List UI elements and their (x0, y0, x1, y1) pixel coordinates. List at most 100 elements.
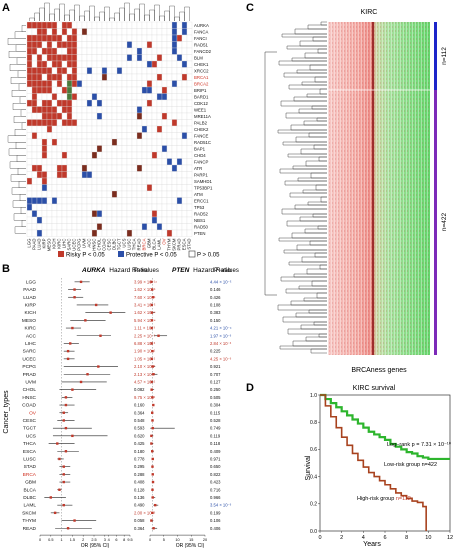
forest-cancer-label: LIHC (25, 341, 36, 347)
heatmap-cell (186, 190, 193, 198)
heatmap-cell (26, 151, 33, 159)
heatmap-cell (121, 164, 128, 172)
heatmap-cell (81, 223, 88, 231)
heatmap-cell (136, 158, 143, 166)
heatmap-cell (136, 138, 143, 146)
heatmap-cell (51, 177, 58, 185)
heatmap-cell (101, 21, 108, 29)
left-pvalue: 0.160 (134, 403, 145, 408)
heatmap-cell (41, 151, 48, 159)
heatmap-cell (141, 28, 148, 36)
heatmap-cell (166, 54, 173, 62)
heatmap-cell (31, 229, 38, 237)
heatmap-cell (81, 164, 88, 172)
column-cancer-label: LUAD (37, 239, 42, 250)
heatmap-cell (46, 190, 53, 198)
heatmap-cell (106, 28, 113, 36)
heatmap-cell (91, 28, 98, 36)
heatmap-cell (116, 99, 123, 107)
right-forest-title: PTEN Hazard Ratio (172, 267, 231, 274)
heatmap-cell (151, 184, 158, 192)
heatmap-cell (96, 164, 103, 172)
heatmap-cell (141, 73, 148, 81)
heatmap-cell (46, 34, 53, 42)
heatmap-cell (136, 41, 143, 49)
heatmap-cell (146, 34, 153, 42)
hr-point (150, 342, 153, 345)
x-tick-label: 12 (447, 535, 453, 541)
heatmap-cell (186, 106, 193, 114)
left-pvalue: 1.90 × 10⁻² (134, 349, 156, 354)
right-pvalue: 1.97 × 10⁻³ (210, 333, 232, 338)
heatmap-cell (131, 151, 138, 159)
heatmap-cell (86, 67, 93, 75)
heatmap-cell (161, 86, 168, 94)
heatmap-cell (111, 28, 118, 36)
heatmap-cell (176, 190, 183, 198)
heatmap-cell (86, 132, 93, 140)
right-pvalue: 0.966 (210, 495, 221, 500)
right-pvalue: 0.106 (210, 518, 221, 523)
heatmap-cell (126, 164, 133, 172)
heatmap-cell (126, 229, 133, 237)
heatmap-cell (136, 177, 143, 185)
dendrogram-branch (74, 4, 80, 21)
row-gene-label: SAMHD1 (194, 179, 213, 184)
column-cancer-label: DLBC (112, 239, 117, 250)
heatmap-cell (131, 145, 138, 153)
heatmap-cell (171, 112, 178, 120)
legend-protective-swatch (118, 251, 124, 257)
left-pvalue: 0.425 (134, 441, 145, 446)
heatmap-cell (86, 80, 93, 88)
heatmap-cell (36, 190, 43, 198)
dendrogram-branch (312, 36, 327, 42)
heatmap-cell (96, 112, 103, 120)
heatmap-cell (181, 203, 188, 211)
heatmap-cell (76, 132, 83, 140)
heatmap-cell (146, 60, 153, 68)
heatmap-cell (161, 229, 168, 237)
heatmap-cell (61, 86, 68, 94)
left-pvalue: 0.082 (134, 387, 145, 392)
heatmap-cell (181, 171, 188, 179)
forest-cancer-label: ESCA (23, 449, 37, 455)
dendrogram-branch (79, 15, 85, 21)
heatmap-cell (41, 125, 48, 133)
legend-protective-label: Protective P < 0.05 (126, 253, 177, 259)
heatmap-cell (166, 86, 173, 94)
heatmap-cell (146, 47, 153, 55)
logrank-annotation: Log−rank p = 7.31 × 10⁻¹⁰ (387, 441, 452, 448)
heatmap-cell (156, 171, 163, 179)
heatmap-cell (111, 171, 118, 179)
heatmap-cell (51, 197, 58, 205)
heatmap-cell (51, 54, 58, 62)
hr-point (71, 326, 74, 330)
heatmap-cell (26, 203, 33, 211)
x-tick-label: 20 (203, 538, 207, 542)
row-gene-label: RAD52 (194, 211, 208, 216)
heatmap-cell (56, 138, 63, 146)
heatmap-cell (111, 34, 118, 42)
panel-d-letter: D (246, 382, 254, 394)
heatmap-cell (101, 41, 108, 49)
dendrogram-branch (281, 208, 327, 215)
left-pvalue: 0.128 (134, 487, 145, 492)
left-pvalue: 0.180 (134, 449, 145, 454)
heatmap-cell (121, 145, 128, 153)
hr-point (49, 496, 52, 499)
column-cancer-label: THYM (167, 238, 172, 251)
heatmap-cell (141, 158, 148, 166)
heatmap-cell (151, 60, 158, 68)
heatmap-cell (176, 67, 183, 75)
x-tick-label: 0 (39, 538, 41, 542)
heatmap-cell (166, 210, 173, 218)
heatmap-cell (86, 203, 93, 211)
dendrogram-branch (285, 288, 327, 294)
heatmap-cell (141, 184, 148, 192)
heatmap-cell (76, 216, 83, 224)
left-pval-header: P−values (134, 268, 159, 274)
heatmap-cell (96, 125, 103, 133)
heatmap-cell (101, 203, 108, 211)
heatmap-cell (171, 60, 178, 68)
heatmap-cell (26, 229, 33, 237)
